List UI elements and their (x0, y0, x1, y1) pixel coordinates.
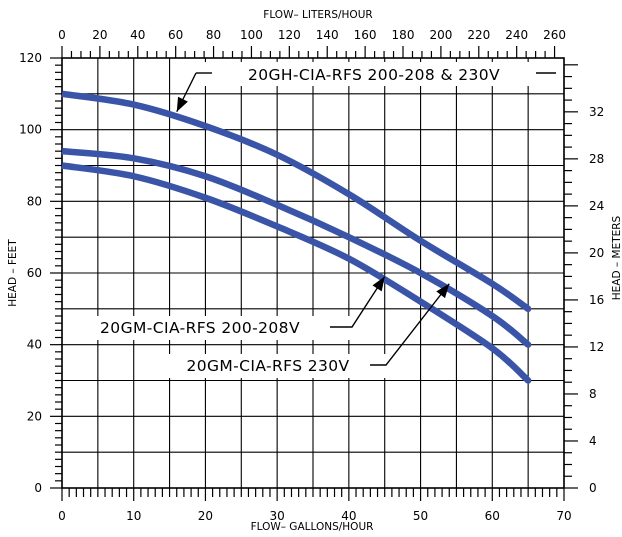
series-end-marker (524, 341, 532, 348)
x2-tick-label: 120 (278, 28, 301, 42)
y2-axis-title: HEAD – METERS (611, 215, 622, 300)
y2-tick-label: 24 (589, 199, 604, 213)
annotation-leader (370, 283, 450, 366)
series-line-1 (61, 90, 531, 312)
y2-tick-label: 20 (589, 246, 604, 260)
x2-tick-label: 260 (543, 28, 566, 42)
x2-tick-label: 20 (92, 28, 107, 42)
y-tick-label: 100 (19, 123, 42, 137)
y2-tick-label: 4 (589, 434, 597, 448)
y-axis-title: HEAD – FEET (7, 239, 19, 307)
x-tick-label: 0 (58, 509, 66, 523)
y2-tick-label: 32 (589, 105, 604, 119)
x-tick-label: 60 (485, 509, 500, 523)
annotation-bg (160, 354, 390, 378)
x-tick-label: 70 (556, 509, 571, 523)
y2-tick-label: 8 (589, 387, 597, 401)
y-tick-label: 40 (27, 338, 42, 352)
x2-tick-label: 80 (206, 28, 221, 42)
series-line-3 (61, 162, 531, 383)
x2-tick-label: 180 (392, 28, 415, 42)
x-tick-label: 30 (270, 509, 285, 523)
x-tick-label: 10 (126, 509, 141, 523)
x-tick-label: 40 (341, 509, 356, 523)
x2-tick-label: 140 (316, 28, 339, 42)
y2-tick-label: 16 (589, 293, 604, 307)
x-axis-title: FLOW– GALLONS/HOUR (251, 521, 374, 532)
y-tick-label: 80 (27, 194, 42, 208)
x2-axis-title: FLOW– LITERS/HOUR (263, 9, 372, 21)
annotation-bg (68, 316, 358, 340)
x2-tick-label: 240 (505, 28, 528, 42)
x2-tick-label: 0 (58, 28, 66, 42)
annotation-arrow (176, 96, 188, 112)
annotation-leader (330, 276, 386, 328)
series-end-marker (524, 305, 532, 313)
y2-tick-label: 12 (589, 340, 604, 354)
series-3-label: 20GM-CIA-RFS 230V (186, 357, 349, 375)
y-tick-label: 120 (19, 51, 42, 65)
ticks-layer: 0 10 20 30 40 50 60 700 20 40 60 80 100 120 140 160 180 2… (19, 28, 604, 523)
x-tick-label: 50 (413, 509, 428, 523)
y-tick-label: 60 (27, 266, 42, 280)
series-1-label: 20GH-CIA-RFS 200-208 & 230V (248, 66, 500, 84)
y2-tick-label: 0 (589, 481, 597, 495)
y2-tick-label: 28 (589, 152, 604, 166)
annotation-arrow (372, 276, 385, 292)
y-tick-label: 0 (34, 481, 42, 495)
x2-tick-label: 200 (429, 28, 452, 42)
y-tick-label: 20 (27, 409, 42, 423)
annotation-arrow (436, 283, 450, 299)
series-line-2 (61, 147, 531, 348)
x2-tick-label: 60 (168, 28, 183, 42)
series-2-label: 20GM-CIA-RFS 200-208V (100, 319, 300, 337)
series-layer (61, 90, 532, 384)
x-tick-label: 20 (198, 509, 213, 523)
x2-tick-label: 220 (467, 28, 490, 42)
grid-layer (61, 57, 565, 489)
x2-tick-label: 160 (354, 28, 377, 42)
annotation-bg (192, 62, 558, 86)
annotation-layer: 20GH-CIA-RFS 200-208 & 230V 20GM-CIA-RFS … (68, 62, 558, 378)
series-end-marker (524, 377, 532, 384)
x2-tick-label: 40 (130, 28, 145, 42)
x2-tick-label: 100 (240, 28, 263, 42)
